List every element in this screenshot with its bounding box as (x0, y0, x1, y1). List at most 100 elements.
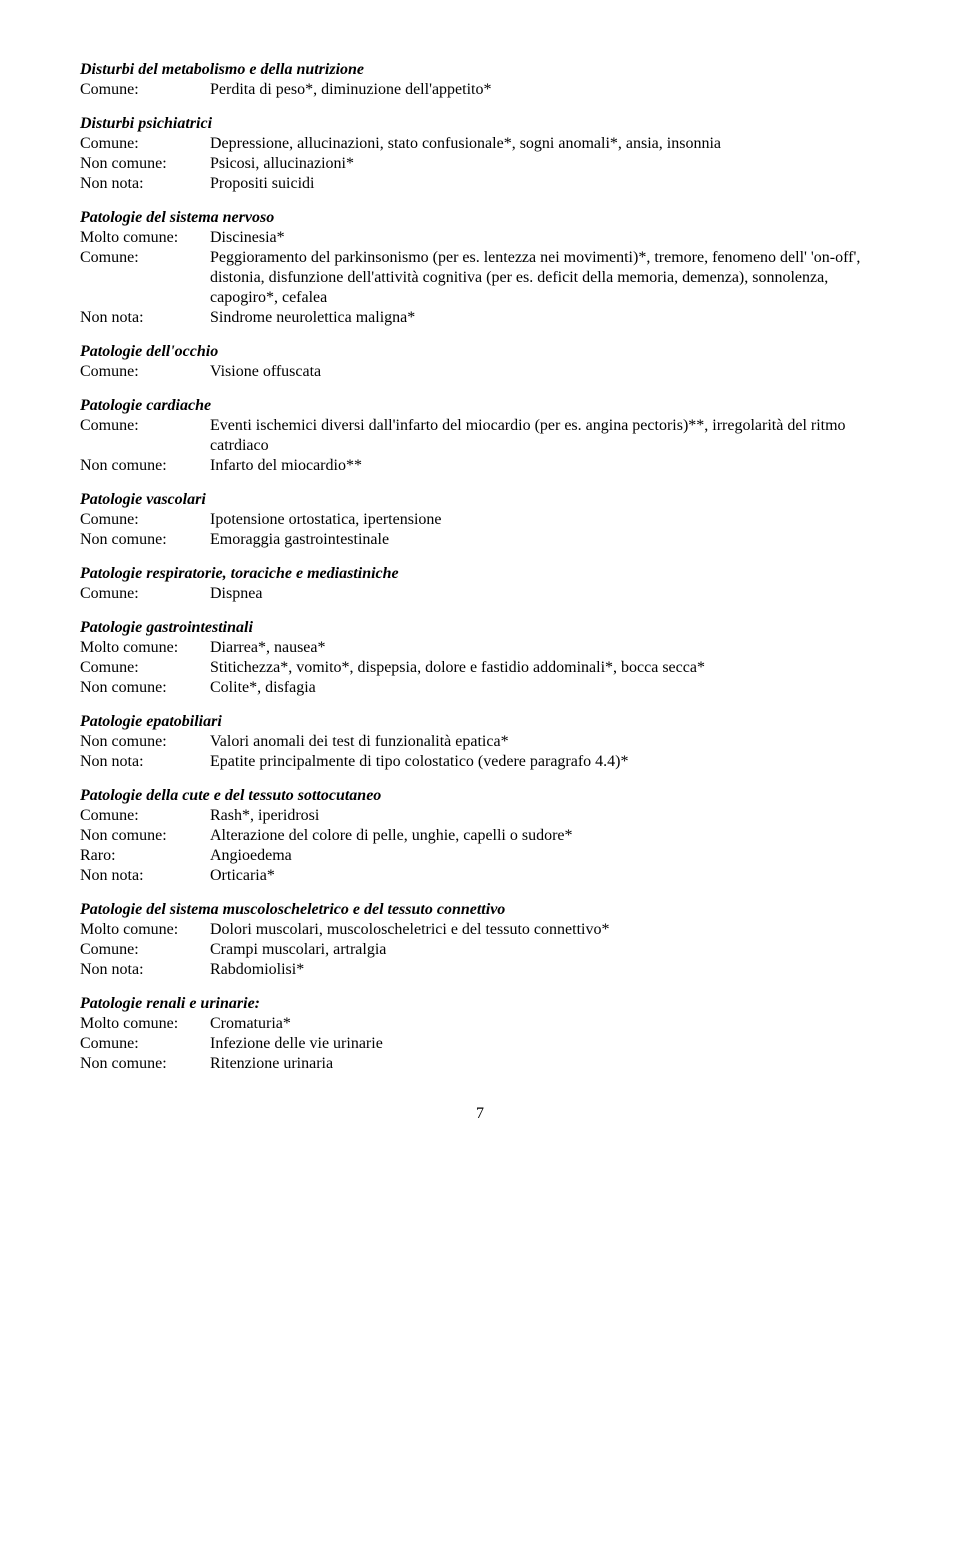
entry-row: Raro:Angioedema (80, 846, 880, 866)
entry-row: Molto comune:Cromaturia* (80, 1014, 880, 1034)
entry-value: Emoraggia gastrointestinale (210, 530, 880, 550)
section-heading: Patologie del sistema nervoso (80, 208, 880, 228)
frequency-label: Comune: (80, 584, 210, 604)
document-body: Disturbi del metabolismo e della nutrizi… (80, 60, 880, 1074)
frequency-label: Molto comune: (80, 638, 210, 658)
frequency-label: Non comune: (80, 1054, 210, 1074)
section-heading: Patologie epatobiliari (80, 712, 880, 732)
entry-value: Cromaturia* (210, 1014, 880, 1034)
frequency-label: Comune: (80, 940, 210, 960)
frequency-label: Non comune: (80, 456, 210, 476)
entry-row: Comune:Visione offuscata (80, 362, 880, 382)
entry-value: Rash*, iperidrosi (210, 806, 880, 826)
frequency-label: Non comune: (80, 826, 210, 846)
entry-value: Valori anomali dei test di funzionalità … (210, 732, 880, 752)
section-heading: Disturbi psichiatrici (80, 114, 880, 134)
entry-value: Psicosi, allucinazioni* (210, 154, 880, 174)
entry-row: Comune:Perdita di peso*, diminuzione del… (80, 80, 880, 100)
frequency-label: Non comune: (80, 678, 210, 698)
frequency-label: Raro: (80, 846, 210, 866)
entry-value: Rabdomiolisi* (210, 960, 880, 980)
entry-value: Peggioramento del parkinsonismo (per es.… (210, 248, 880, 308)
frequency-label: Comune: (80, 806, 210, 826)
entry-row: Comune:Ipotensione ortostatica, ipertens… (80, 510, 880, 530)
entry-value: Sindrome neurolettica maligna* (210, 308, 880, 328)
frequency-label: Comune: (80, 248, 210, 268)
entry-row: Non comune:Valori anomali dei test di fu… (80, 732, 880, 752)
section-heading: Patologie gastrointestinali (80, 618, 880, 638)
section-heading: Patologie del sistema muscoloscheletrico… (80, 900, 880, 920)
section: Patologie gastrointestinaliMolto comune:… (80, 618, 880, 698)
section: Patologie renali e urinarie:Molto comune… (80, 994, 880, 1074)
entry-row: Comune:Infezione delle vie urinarie (80, 1034, 880, 1054)
section-heading: Disturbi del metabolismo e della nutrizi… (80, 60, 880, 80)
frequency-label: Comune: (80, 80, 210, 100)
entry-row: Non nota:Propositi suicidi (80, 174, 880, 194)
entry-value: Propositi suicidi (210, 174, 880, 194)
section: Patologie cardiacheComune:Eventi ischemi… (80, 396, 880, 476)
entry-row: Non comune:Infarto del miocardio** (80, 456, 880, 476)
entry-value: Orticaria* (210, 866, 880, 886)
frequency-label: Comune: (80, 362, 210, 382)
section-heading: Patologie respiratorie, toraciche e medi… (80, 564, 880, 584)
frequency-label: Molto comune: (80, 228, 210, 248)
entry-value: Dispnea (210, 584, 880, 604)
entry-value: Angioedema (210, 846, 880, 866)
entry-value: Ritenzione urinaria (210, 1054, 880, 1074)
section: Disturbi psichiatriciComune:Depressione,… (80, 114, 880, 194)
frequency-label: Comune: (80, 416, 210, 436)
entry-row: Comune:Peggioramento del parkinsonismo (… (80, 248, 880, 308)
entry-row: Non comune:Ritenzione urinaria (80, 1054, 880, 1074)
frequency-label: Molto comune: (80, 920, 210, 940)
entry-value: Dolori muscolari, muscoloscheletrici e d… (210, 920, 880, 940)
frequency-label: Comune: (80, 1034, 210, 1054)
entry-row: Molto comune:Dolori muscolari, muscolosc… (80, 920, 880, 940)
entry-value: Visione offuscata (210, 362, 880, 382)
section: Patologie dell'occhioComune:Visione offu… (80, 342, 880, 382)
entry-value: Diarrea*, nausea* (210, 638, 880, 658)
entry-row: Molto comune:Discinesia* (80, 228, 880, 248)
section: Patologie vascolariComune:Ipotensione or… (80, 490, 880, 550)
entry-row: Non nota:Rabdomiolisi* (80, 960, 880, 980)
frequency-label: Non nota: (80, 308, 210, 328)
section: Patologie epatobiliariNon comune:Valori … (80, 712, 880, 772)
entry-value: Depressione, allucinazioni, stato confus… (210, 134, 880, 154)
entry-row: Non comune:Psicosi, allucinazioni* (80, 154, 880, 174)
entry-value: Infarto del miocardio** (210, 456, 880, 476)
frequency-label: Comune: (80, 134, 210, 154)
entry-row: Comune:Rash*, iperidrosi (80, 806, 880, 826)
page-number: 7 (80, 1104, 880, 1124)
entry-row: Comune:Eventi ischemici diversi dall'inf… (80, 416, 880, 456)
frequency-label: Molto comune: (80, 1014, 210, 1034)
entry-row: Non nota:Sindrome neurolettica maligna* (80, 308, 880, 328)
frequency-label: Comune: (80, 658, 210, 678)
frequency-label: Non nota: (80, 752, 210, 772)
frequency-label: Non comune: (80, 732, 210, 752)
section-heading: Patologie della cute e del tessuto sotto… (80, 786, 880, 806)
entry-value: Epatite principalmente di tipo colostati… (210, 752, 880, 772)
entry-row: Non comune:Emoraggia gastrointestinale (80, 530, 880, 550)
entry-row: Comune:Dispnea (80, 584, 880, 604)
frequency-label: Non nota: (80, 174, 210, 194)
entry-row: Comune:Crampi muscolari, artralgia (80, 940, 880, 960)
section-heading: Patologie vascolari (80, 490, 880, 510)
frequency-label: Non nota: (80, 960, 210, 980)
entry-value: Alterazione del colore di pelle, unghie,… (210, 826, 880, 846)
frequency-label: Comune: (80, 510, 210, 530)
entry-value: Colite*, disfagia (210, 678, 880, 698)
entry-row: Non nota:Epatite principalmente di tipo … (80, 752, 880, 772)
section: Patologie del sistema nervosoMolto comun… (80, 208, 880, 328)
entry-value: Perdita di peso*, diminuzione dell'appet… (210, 80, 880, 100)
section: Disturbi del metabolismo e della nutrizi… (80, 60, 880, 100)
section: Patologie respiratorie, toraciche e medi… (80, 564, 880, 604)
entry-value: Crampi muscolari, artralgia (210, 940, 880, 960)
section-heading: Patologie cardiache (80, 396, 880, 416)
entry-row: Non nota:Orticaria* (80, 866, 880, 886)
entry-value: Infezione delle vie urinarie (210, 1034, 880, 1054)
entry-value: Stitichezza*, vomito*, dispepsia, dolore… (210, 658, 880, 678)
entry-value: Ipotensione ortostatica, ipertensione (210, 510, 880, 530)
section-heading: Patologie dell'occhio (80, 342, 880, 362)
entry-value: Eventi ischemici diversi dall'infarto de… (210, 416, 880, 456)
entry-row: Molto comune:Diarrea*, nausea* (80, 638, 880, 658)
frequency-label: Non comune: (80, 154, 210, 174)
